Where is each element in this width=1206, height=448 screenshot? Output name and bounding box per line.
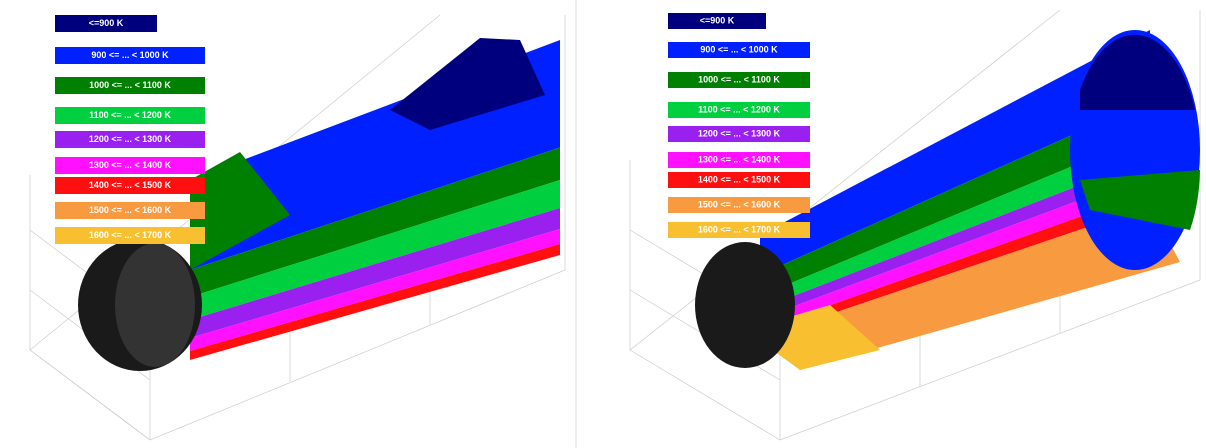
legend-swatch	[668, 72, 810, 88]
legend-label: 1500 <= ... < 1600 K	[698, 199, 781, 209]
legend-label: 900 <= ... < 1000 K	[700, 44, 778, 54]
legend-swatch	[668, 42, 810, 58]
legend-label: 1400 <= ... < 1500 K	[89, 180, 172, 190]
legend-swatch	[55, 227, 205, 244]
legend-swatch	[55, 107, 205, 124]
legend-swatch	[668, 197, 810, 213]
legend-swatch	[55, 77, 205, 94]
legend-swatch	[55, 47, 205, 64]
legend-swatch	[668, 152, 810, 168]
legend-label: <=900 K	[700, 15, 735, 25]
legend-swatch	[668, 172, 810, 188]
legend-label: 1400 <= ... < 1500 K	[698, 174, 781, 184]
legend-label: 1000 <= ... < 1100 K	[89, 80, 171, 90]
left-plot	[29, 14, 566, 441]
legend-label: 900 <= ... < 1000 K	[91, 50, 169, 60]
legend-swatch	[55, 15, 157, 32]
legend-swatch	[668, 102, 810, 118]
legend-label: 1200 <= ... < 1300 K	[89, 134, 172, 144]
legend-label: 1000 <= ... < 1100 K	[698, 74, 780, 84]
right-plot	[629, 9, 1201, 441]
legend-swatch	[55, 157, 205, 174]
legend-swatch	[55, 131, 205, 148]
legend-swatch	[668, 126, 810, 142]
legend-label: 1200 <= ... < 1300 K	[698, 128, 781, 138]
legend-label: 1600 <= ... < 1700 K	[698, 224, 781, 234]
legend-label: 1300 <= ... < 1400 K	[698, 154, 781, 164]
legend-label: 1600 <= ... < 1700 K	[89, 230, 172, 240]
legend-swatch	[55, 202, 205, 219]
legend-label: 1100 <= ... < 1200 K	[698, 104, 780, 114]
legend-label: 1100 <= ... < 1200 K	[89, 110, 171, 120]
legend-swatch	[668, 222, 810, 238]
legend-label: <=900 K	[89, 18, 124, 28]
legend-label: 1500 <= ... < 1600 K	[89, 205, 172, 215]
legend-swatch	[668, 13, 766, 29]
legend-swatch	[55, 177, 205, 194]
legend-label: 1300 <= ... < 1400 K	[89, 160, 172, 170]
